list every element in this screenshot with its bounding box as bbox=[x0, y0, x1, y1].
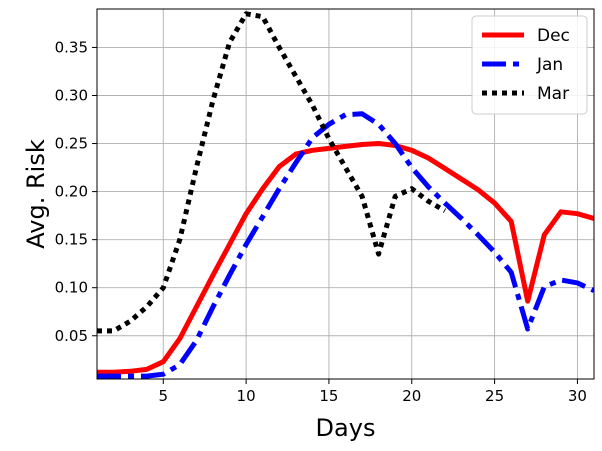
x-tick-label: 30 bbox=[568, 387, 587, 405]
y-tick-label: 0.35 bbox=[55, 38, 88, 56]
y-axis-label: Avg. Risk bbox=[22, 139, 50, 249]
series-lines bbox=[97, 11, 594, 379]
y-tick-label: 0.30 bbox=[55, 86, 88, 104]
y-tick-label: 0.15 bbox=[55, 231, 88, 249]
legend-label-mar: Mar bbox=[537, 84, 569, 104]
y-tick-label: 0.10 bbox=[55, 279, 88, 297]
x-tick-label: 25 bbox=[485, 387, 504, 405]
series-line-dec bbox=[97, 141, 594, 375]
x-tick-label: 15 bbox=[319, 387, 338, 405]
x-tick-label: 20 bbox=[402, 387, 421, 405]
legend: Dec Jan Mar bbox=[471, 15, 588, 115]
plot-frame bbox=[96, 8, 595, 380]
legend-label-jan: Jan bbox=[536, 55, 563, 75]
y-tick-label: 0.25 bbox=[55, 135, 88, 153]
y-axis-ticks: 0.05 0.10 0.15 0.20 0.25 0.30 0.35 bbox=[55, 38, 97, 345]
series-line-mar bbox=[97, 11, 447, 334]
x-axis-ticks: 5 10 15 20 25 30 bbox=[158, 379, 587, 405]
y-tick-label: 0.20 bbox=[55, 183, 88, 201]
series-line-jan bbox=[97, 111, 594, 379]
x-tick-label: 10 bbox=[237, 387, 256, 405]
x-tick-label: 5 bbox=[158, 387, 168, 405]
x-axis-label: Days bbox=[316, 414, 376, 442]
legend-box bbox=[471, 15, 588, 115]
y-tick-label: 0.05 bbox=[55, 327, 88, 345]
legend-label-dec: Dec bbox=[537, 26, 570, 46]
